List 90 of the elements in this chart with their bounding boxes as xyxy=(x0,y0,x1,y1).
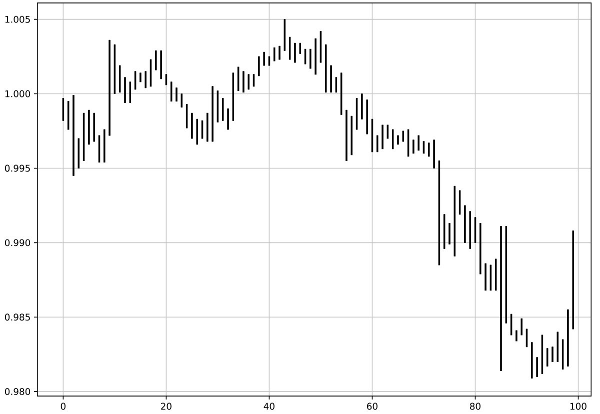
candlestick xyxy=(361,93,363,120)
candlestick xyxy=(366,99,368,134)
candlestick xyxy=(212,86,214,142)
candlestick xyxy=(237,66,240,91)
candlestick xyxy=(67,100,70,130)
candlestick xyxy=(299,42,302,54)
candlestick xyxy=(382,124,384,150)
candlestick xyxy=(546,348,548,366)
candlestick xyxy=(340,72,342,115)
candlestick xyxy=(273,47,276,62)
candlestick xyxy=(335,77,338,92)
candlestick xyxy=(480,222,482,274)
candlestick xyxy=(160,50,162,80)
candlestick xyxy=(438,160,440,266)
x-tick-label: 20 xyxy=(161,402,172,410)
candlestick xyxy=(314,38,316,75)
candlestick xyxy=(494,258,497,291)
candlestick xyxy=(552,346,554,362)
candlestick xyxy=(310,48,312,69)
y-tick-label: 1.005 xyxy=(5,16,30,23)
candlestick xyxy=(278,46,280,60)
candlestick xyxy=(242,71,244,92)
candlestick xyxy=(350,116,353,156)
candlestick xyxy=(144,71,146,88)
candlestick xyxy=(268,56,270,66)
candlestick xyxy=(88,110,90,145)
candlestick xyxy=(180,93,183,108)
candlestick xyxy=(108,40,110,136)
candlestick xyxy=(520,318,522,336)
candlestick xyxy=(516,330,518,342)
candlestick xyxy=(469,211,471,249)
candlestick xyxy=(129,82,132,103)
y-tick-label: 0.985 xyxy=(4,314,30,321)
candlestick xyxy=(78,138,80,168)
candlestick xyxy=(72,94,74,176)
candlestick xyxy=(104,129,106,162)
candlestick xyxy=(428,142,430,157)
candlestick xyxy=(248,74,250,90)
y-tick-label: 0.980 xyxy=(4,388,30,395)
candlestick xyxy=(386,124,389,139)
candlestick xyxy=(155,50,157,70)
candlestick xyxy=(324,44,327,92)
candlestick xyxy=(124,77,126,103)
candlestick xyxy=(186,104,188,128)
candlestick xyxy=(567,309,569,366)
candlestick xyxy=(397,135,399,145)
candlestick xyxy=(140,72,142,82)
candlestick xyxy=(448,222,450,244)
candlestick xyxy=(376,135,378,152)
candlestick xyxy=(288,36,291,60)
candlestick xyxy=(227,108,229,130)
candlestick xyxy=(464,205,466,243)
x-tick-label: 80 xyxy=(470,402,480,410)
candlestick xyxy=(556,332,559,362)
candlestick xyxy=(454,186,456,256)
candlestick xyxy=(392,129,394,150)
candlestick xyxy=(505,226,508,324)
candlestick xyxy=(206,112,208,142)
x-tick-label: 0 xyxy=(60,402,66,410)
candlestick xyxy=(191,112,193,139)
candlestick xyxy=(263,52,265,66)
candlestick xyxy=(443,214,446,249)
candlestick xyxy=(433,140,435,168)
x-tick-label: 60 xyxy=(367,402,378,410)
candlestick xyxy=(222,98,224,121)
candlestick xyxy=(572,230,574,330)
candlestick xyxy=(118,65,121,92)
candlestick xyxy=(294,42,296,63)
candlestick xyxy=(484,263,486,291)
candlestick xyxy=(170,82,172,102)
candlestick xyxy=(412,140,414,154)
x-tick-label: 100 xyxy=(570,402,586,410)
candlestick xyxy=(196,118,198,145)
candlestick xyxy=(284,19,286,51)
candlestick xyxy=(176,87,178,102)
y-tick-label: 0.990 xyxy=(4,239,30,246)
candlestick xyxy=(330,65,332,92)
candlestick xyxy=(402,130,404,142)
candlestick xyxy=(418,135,420,151)
y-tick-label: 0.995 xyxy=(4,164,30,172)
candlestick xyxy=(346,110,348,161)
candlestick xyxy=(232,72,234,121)
candlestick xyxy=(562,339,564,370)
x-tick-label: 40 xyxy=(264,402,274,410)
y-tick-label: 1.000 xyxy=(5,90,30,98)
candlestick xyxy=(531,342,533,378)
candlestick xyxy=(93,112,95,142)
candlestick xyxy=(536,357,538,377)
candlestick xyxy=(500,226,502,371)
candlestick xyxy=(258,56,260,76)
